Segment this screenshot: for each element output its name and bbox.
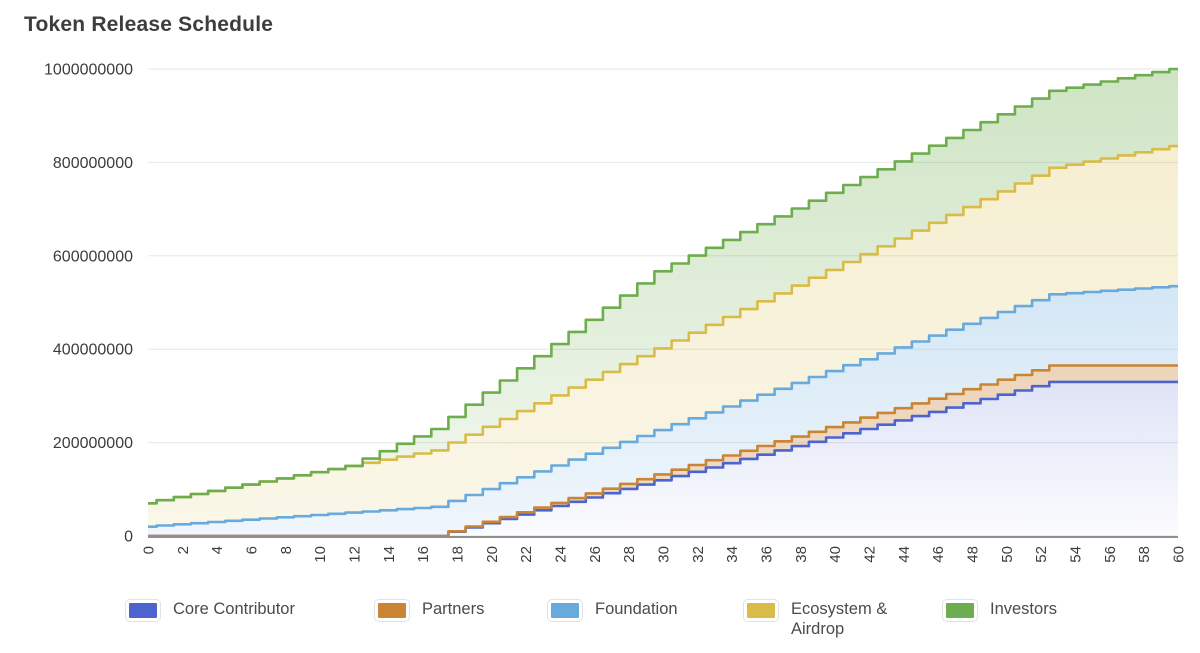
x-tick-label: 46 — [930, 546, 947, 563]
y-tick-label: 400000000 — [53, 342, 133, 359]
area-core-contributor — [148, 381, 1178, 536]
x-tick-label: 50 — [999, 546, 1016, 563]
x-tick-label: 14 — [381, 546, 398, 563]
x-tick-label: 16 — [415, 546, 432, 563]
series-areas — [148, 69, 1178, 536]
x-tick-label: 54 — [1068, 546, 1085, 563]
x-tick-label: 30 — [656, 546, 673, 563]
line-investors — [148, 67, 1178, 505]
legend-swatch-foundation — [548, 600, 582, 621]
x-tick-label: 58 — [1136, 546, 1153, 563]
legend-item-core-contributor[interactable]: Core Contributor — [126, 599, 295, 621]
page-title: Token Release Schedule — [24, 13, 274, 36]
area-investors — [148, 69, 1178, 504]
legend-label: Investors — [990, 600, 1057, 618]
chart-canvas: 0200000000400000000600000000800000000100… — [44, 62, 1188, 563]
x-tick-label: 12 — [347, 546, 364, 563]
legend-label: Foundation — [595, 600, 678, 618]
x-tick-label: 26 — [587, 546, 604, 563]
chart-legend: Core Contributor Partners Foundation Eco… — [0, 599, 1200, 653]
legend-swatch-investors — [943, 600, 977, 621]
y-axis-labels: 0 200000000 400000000 600000000 800000000 100… — [44, 62, 133, 546]
area-partners — [148, 365, 1178, 536]
line-foundation — [148, 284, 1178, 528]
legend-swatch-ecosystem-airdrop — [744, 600, 778, 621]
x-axis-labels: 0 2 4 6 8 10 12 14 16 18 20 22 24 26 28 30 32 34 36 38 40 42 4… — [141, 546, 1188, 563]
legend-swatch-core-contributor — [126, 600, 160, 621]
legend-label: Ecosystem & Airdrop — [791, 600, 888, 639]
x-tick-label: 24 — [553, 546, 570, 563]
x-tick-label: 48 — [965, 546, 982, 563]
x-tick-label: 28 — [621, 546, 638, 563]
x-tick-label: 20 — [484, 546, 501, 563]
x-tick-label: 0 — [141, 546, 158, 554]
legend-item-partners[interactable]: Partners — [375, 599, 484, 621]
x-tick-label: 32 — [690, 546, 707, 563]
x-tick-label: 2 — [175, 546, 192, 554]
x-tick-label: 42 — [862, 546, 879, 563]
legend-swatch-partners — [375, 600, 409, 621]
x-tick-label: 22 — [518, 546, 535, 563]
x-tick-label: 18 — [450, 546, 467, 563]
x-tick-label: 10 — [312, 546, 329, 563]
x-tick-label: 34 — [724, 546, 741, 563]
x-tick-label: 36 — [759, 546, 776, 563]
x-tick-label: 56 — [1102, 546, 1119, 563]
y-tick-label: 1000000000 — [44, 62, 133, 79]
legend-item-ecosystem-airdrop[interactable]: Ecosystem & Airdrop — [744, 599, 923, 639]
area-foundation — [148, 286, 1178, 536]
y-tick-label: 200000000 — [53, 435, 133, 452]
legend-item-foundation[interactable]: Foundation — [548, 599, 678, 621]
area-ecosystem-airdrop — [148, 146, 1178, 527]
y-tick-label: 0 — [124, 529, 133, 546]
legend-label: Partners — [422, 600, 485, 618]
x-tick-label: 8 — [278, 546, 295, 554]
legend-item-investors[interactable]: Investors — [943, 599, 1057, 621]
x-tick-label: 52 — [1033, 546, 1050, 563]
y-tick-label: 800000000 — [53, 155, 133, 172]
x-tick-label: 38 — [793, 546, 810, 563]
x-tick-label: 4 — [209, 546, 226, 554]
x-tick-label: 60 — [1171, 546, 1188, 563]
y-tick-label: 600000000 — [53, 248, 133, 265]
legend-label: Core Contributor — [173, 600, 295, 618]
x-tick-label: 6 — [244, 546, 261, 554]
x-tick-label: 40 — [827, 546, 844, 563]
x-tick-label: 44 — [896, 546, 913, 563]
